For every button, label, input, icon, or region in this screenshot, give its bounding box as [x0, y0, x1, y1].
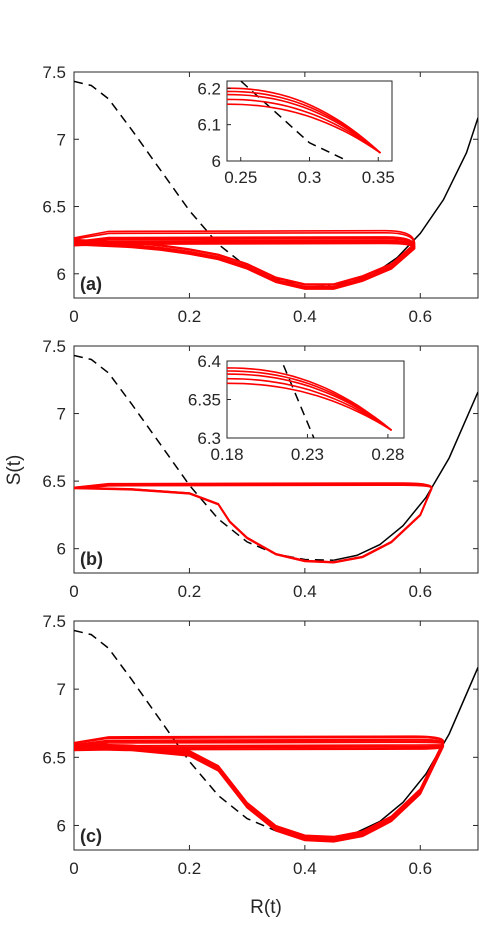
inset-x-tick-label: 0.18: [210, 445, 243, 464]
x-tick-label: 0: [69, 307, 78, 326]
y-tick-label: 6.5: [42, 198, 66, 217]
y-tick-label: 7: [57, 680, 66, 699]
inset-x-tick-label: 0.23: [291, 445, 324, 464]
trajectory-loop: [74, 484, 433, 564]
inset-trajectory: [227, 370, 393, 431]
stable-branch-line: [333, 667, 478, 838]
x-tick-label: 0.6: [408, 307, 432, 326]
plot-area: [74, 629, 478, 843]
chart-panel: 0 0.2 0.4 0.6 6 6.5 7 7.5 (a) 0.25 0.3 0.35 6 6.1 6.2: [42, 63, 479, 326]
panels: 0 0.2 0.4 0.666.577.5(a)0.25 0.3 0.3566.16.20…: [42, 63, 479, 878]
trajectory-loop: [74, 741, 445, 840]
axes-box: [73, 345, 479, 574]
inset-trajectory: [227, 87, 382, 154]
inset-y-tick-label: 6.1: [197, 116, 221, 135]
inset-plot: [227, 81, 382, 161]
x-tick-label: 0.6: [408, 582, 432, 601]
inset-trajectory: [227, 103, 381, 154]
inset-trajectory: [227, 373, 393, 431]
plot-area: [74, 354, 478, 564]
axes-box: [73, 620, 479, 851]
inset-y-tick-label: 6.2: [197, 79, 221, 98]
trajectory-loop: [74, 745, 445, 843]
x-tick-label: 0: [69, 582, 78, 601]
y-tick-label: 6.5: [42, 472, 66, 491]
y-tick-label: 7: [57, 405, 66, 424]
unstable-branch-line: [74, 80, 328, 286]
trajectory-loop: [74, 745, 445, 843]
trajectory-loop: [74, 483, 433, 564]
inset-trajectory: [227, 382, 393, 431]
inset-plot: [227, 361, 393, 438]
y-tick-label: 6: [57, 816, 66, 835]
inset: 0.25 0.3 0.35 6 6.1 6.2: [197, 79, 395, 187]
plot-area: [74, 80, 478, 290]
unstable-branch-line: [74, 629, 334, 838]
chart-panel: 0 0.2 0.4 0.6 6 6.5 7 7.5 (b) 0.18 0.23 0.28 6.3 6.35…: [42, 337, 479, 601]
x-tick-label: 0: [69, 859, 78, 878]
inset-x-tick-label: 0.35: [362, 168, 395, 187]
axes-box: [73, 71, 479, 299]
x-tick-label: 0.4: [293, 307, 317, 326]
y-axis-title: S(t): [4, 455, 25, 486]
inset-y-tick-label: 6: [212, 152, 221, 171]
x-tick-label: 0.4: [293, 582, 317, 601]
inset-trajectory: [227, 90, 382, 154]
trajectory-loop: [74, 735, 445, 838]
inset-trajectory: [227, 93, 382, 154]
trajectory-loop: [74, 236, 416, 288]
x-tick-label: 0.4: [293, 859, 317, 878]
x-axis-title: R(t): [250, 897, 282, 918]
panel-label: (c): [80, 826, 102, 846]
inset-y-tick-label: 6.3: [197, 429, 221, 448]
inset: 0.18 0.23 0.28 6.3 6.35 6.4: [188, 352, 405, 464]
inset-y-tick-label: 6.35: [188, 391, 221, 410]
x-tick-label: 0.2: [178, 582, 202, 601]
inset-x-tick-label: 0.25: [224, 168, 257, 187]
y-tick-label: 6: [57, 265, 66, 284]
trajectory-loop: [74, 482, 433, 564]
inset-x-tick-label: 0.28: [371, 445, 404, 464]
trajectory-loop: [74, 744, 445, 842]
y-tick-label: 7: [57, 130, 66, 149]
inset-trajectory: [227, 367, 393, 431]
x-tick-label: 0.2: [178, 859, 202, 878]
y-tick-label: 6.5: [42, 748, 66, 767]
x-tick-label: 0.6: [408, 859, 432, 878]
panel-label: (b): [80, 549, 103, 569]
stable-branch-line: [333, 391, 478, 561]
trajectory-loop: [74, 744, 445, 842]
inset-box: [226, 360, 405, 439]
trajectory-loop: [74, 229, 416, 285]
inset-y-tick-label: 6.4: [197, 352, 221, 371]
y-tick-label: 7.5: [42, 337, 66, 356]
trajectory-loop: [74, 482, 433, 563]
y-tick-label: 6: [57, 540, 66, 559]
inset-trajectory: [227, 377, 393, 431]
inset-trajectory: [227, 98, 381, 154]
panel-label: (a): [80, 274, 102, 294]
trajectory-loop: [74, 483, 433, 564]
chart-panel: 0 0.2 0.4 0.6 6 6.5 7 7.5 (c): [42, 612, 479, 878]
inset-x-tick-label: 0.3: [298, 168, 322, 187]
inset-box: [226, 80, 393, 162]
y-tick-label: 7.5: [42, 612, 66, 631]
x-tick-label: 0.2: [178, 307, 202, 326]
y-tick-label: 7.5: [42, 63, 66, 82]
